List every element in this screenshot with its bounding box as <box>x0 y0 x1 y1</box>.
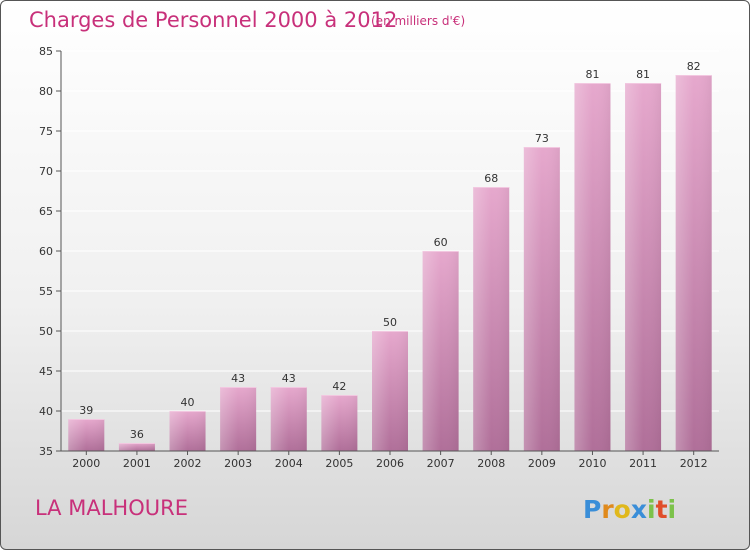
y-tick-label-45: 45 <box>39 365 53 378</box>
axes <box>60 51 719 452</box>
data-label-2002: 40 <box>181 396 195 409</box>
data-label-2004: 43 <box>282 372 296 385</box>
data-label-2011: 81 <box>636 68 650 81</box>
chart-subtitle: (en milliers d'€) <box>371 14 465 28</box>
bar-shine-2007 <box>422 251 459 451</box>
chart-title: Charges de Personnel 2000 à 2012 <box>29 8 397 32</box>
y-tick-label-75: 75 <box>39 125 53 138</box>
bar-shine-2006 <box>372 331 408 451</box>
logo-letter: t <box>656 495 668 524</box>
y-tick-label-50: 50 <box>39 325 53 338</box>
x-tick-label-2007: 2007 <box>427 457 455 470</box>
gridlines <box>61 50 719 412</box>
bars <box>68 75 712 451</box>
proxiti-logo-text: Proxiti <box>583 495 676 524</box>
bar-shine-2003 <box>220 387 257 451</box>
bar-shine-2010 <box>574 83 611 451</box>
x-tick-label-2011: 2011 <box>629 457 657 470</box>
y-tick-label-85: 85 <box>39 45 53 58</box>
bar-shine-2012 <box>675 75 712 451</box>
data-label-2006: 50 <box>383 316 397 329</box>
location-name: LA MALHOURE <box>35 496 188 520</box>
data-label-2010: 81 <box>585 68 599 81</box>
x-tick-label-2000: 2000 <box>72 457 100 470</box>
y-tick-label-65: 65 <box>39 205 53 218</box>
data-labels: 39 36 40 43 43 42 50 60 68 73 81 81 82 <box>79 60 700 441</box>
x-tick-label-2009: 2009 <box>528 457 556 470</box>
y-axis-ticks: 35 40 45 50 55 60 65 70 75 80 85 <box>39 45 61 458</box>
y-tick-label-80: 80 <box>39 85 53 98</box>
bar-shine-2002 <box>169 411 206 451</box>
bar-shine-2008 <box>473 187 510 451</box>
x-tick-label-2005: 2005 <box>325 457 353 470</box>
logo-letter: r <box>601 495 614 524</box>
data-label-2009: 73 <box>535 132 549 145</box>
logo-letter: i <box>668 495 677 524</box>
bar-shine-2000 <box>68 419 105 451</box>
data-label-2005: 42 <box>332 380 346 393</box>
data-label-2007: 60 <box>434 236 448 249</box>
data-label-2000: 39 <box>79 404 93 417</box>
x-tick-label-2006: 2006 <box>376 457 404 470</box>
logo-letter: P <box>583 495 601 524</box>
data-label-2008: 68 <box>484 172 498 185</box>
bar-shine-2004 <box>270 387 307 451</box>
x-tick-label-2004: 2004 <box>275 457 303 470</box>
x-tick-label-2002: 2002 <box>174 457 202 470</box>
bar-shine-2005 <box>321 395 358 451</box>
logo-letter: x <box>631 495 647 524</box>
y-tick-label-60: 60 <box>39 245 53 258</box>
logo-letter: i <box>647 495 656 524</box>
x-tick-label-2003: 2003 <box>224 457 252 470</box>
x-tick-label-2001: 2001 <box>123 457 151 470</box>
bar-shine-2009 <box>523 147 560 451</box>
logo-letter: o <box>614 495 631 524</box>
y-tick-label-70: 70 <box>39 165 53 178</box>
data-label-2012: 82 <box>687 60 701 73</box>
x-tick-label-2012: 2012 <box>680 457 708 470</box>
data-label-2001: 36 <box>130 428 144 441</box>
y-tick-label-55: 55 <box>39 285 53 298</box>
bar-shine-2011 <box>625 83 662 451</box>
bar-shine-2001 <box>118 443 155 451</box>
x-tick-label-2008: 2008 <box>477 457 505 470</box>
proxiti-logo: Proxiti <box>583 495 676 524</box>
data-label-2003: 43 <box>231 372 245 385</box>
y-tick-label-40: 40 <box>39 405 53 418</box>
x-tick-label-2010: 2010 <box>578 457 606 470</box>
y-tick-label-35: 35 <box>39 445 53 458</box>
x-axis-ticks: 2000 2001 2002 2003 2004 2005 2006 2007 2008 2009… <box>72 451 708 470</box>
